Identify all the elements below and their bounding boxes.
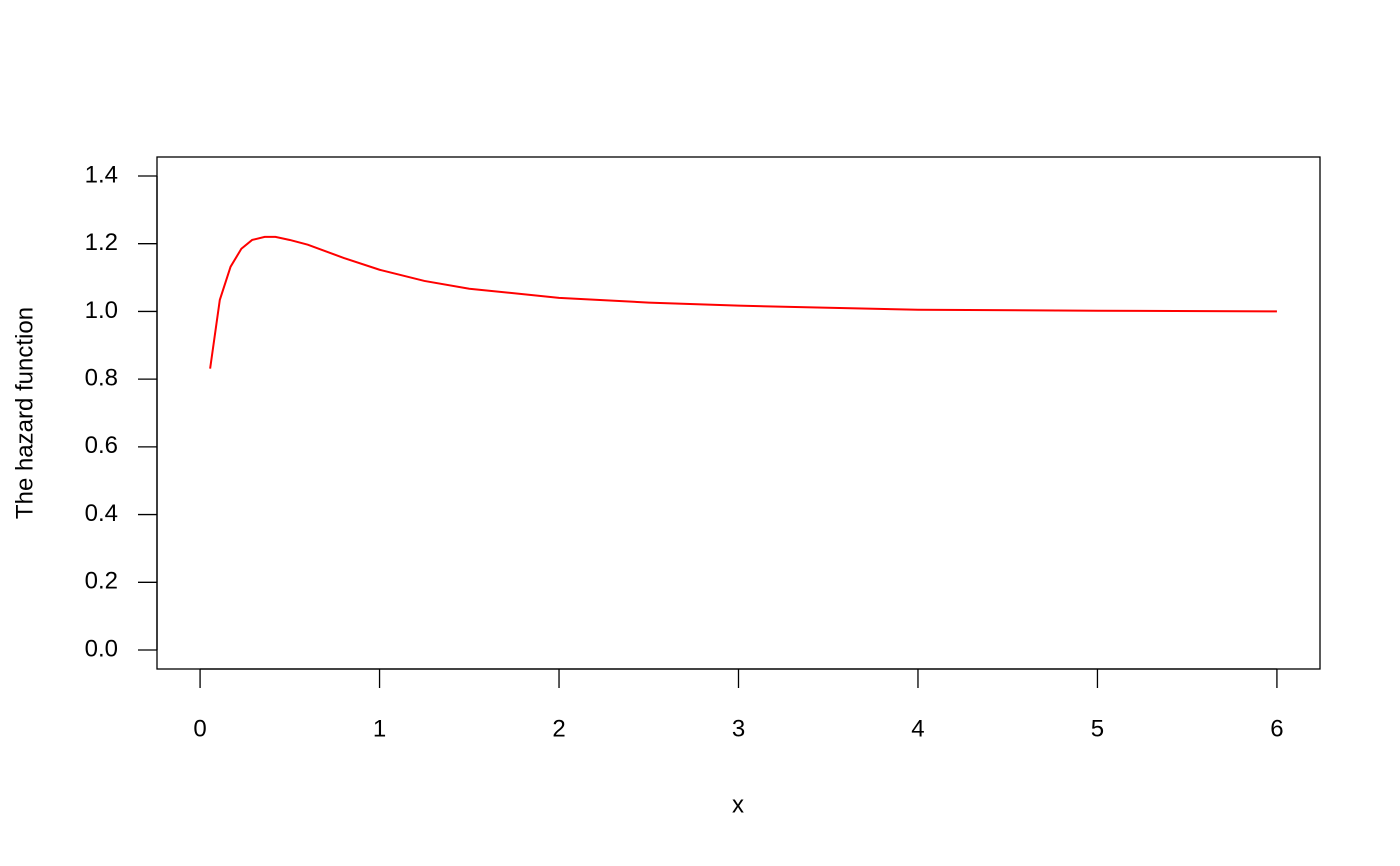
x-tick-label: 3 xyxy=(732,715,745,742)
x-tick-label: 6 xyxy=(1270,715,1283,742)
y-tick-label: 1.0 xyxy=(85,297,118,324)
y-axis-label: The hazard function xyxy=(11,307,38,519)
x-tick-label: 0 xyxy=(193,715,206,742)
y-tick-label: 0.6 xyxy=(85,432,118,459)
plot-box xyxy=(156,156,1321,670)
x-axis-label: x xyxy=(732,791,744,818)
x-tick-label: 2 xyxy=(552,715,565,742)
x-tick-label: 4 xyxy=(911,715,924,742)
y-tick-label: 0.2 xyxy=(85,568,118,595)
line-series xyxy=(209,235,1277,369)
y-tick-label: 0.0 xyxy=(85,635,118,662)
y-tick-label: 1.4 xyxy=(85,161,118,188)
x-tick-label: 1 xyxy=(373,715,386,742)
y-tick-label: 1.2 xyxy=(85,229,118,256)
x-tick-label: 5 xyxy=(1091,715,1104,742)
y-tick-label: 0.8 xyxy=(85,364,118,391)
y-tick-label: 0.4 xyxy=(85,500,118,527)
